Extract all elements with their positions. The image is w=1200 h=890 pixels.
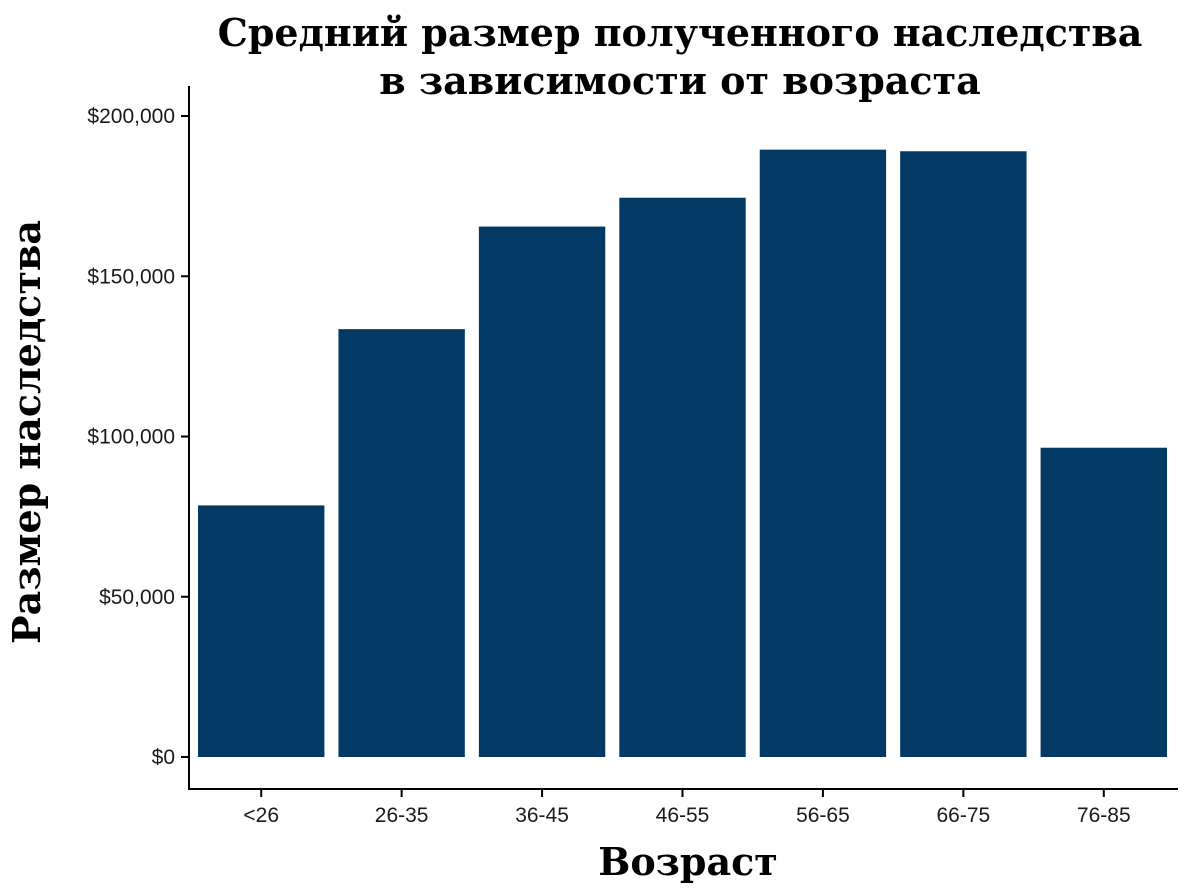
y-tick-label: $100,000 bbox=[87, 426, 175, 449]
y-axis-title: Размер наследства bbox=[4, 220, 49, 644]
chart-title-line-2: в зависимости от возраста bbox=[379, 58, 981, 103]
x-tick-label: 36-45 bbox=[515, 804, 569, 827]
x-tick-label: 66-75 bbox=[936, 804, 990, 827]
y-tick-label: $150,000 bbox=[87, 265, 175, 288]
bar bbox=[759, 149, 887, 758]
y-tick-label: $50,000 bbox=[99, 586, 175, 609]
x-tick-label: <26 bbox=[243, 804, 279, 827]
x-tick-label: 26-35 bbox=[375, 804, 429, 827]
x-tick-label: 46-55 bbox=[656, 804, 710, 827]
bar bbox=[619, 197, 746, 758]
bars-group bbox=[198, 149, 1167, 758]
y-tick-label: $200,000 bbox=[87, 105, 175, 128]
y-axis-ticks: $0 $50,000 $100,000 $150,000 $200,000 bbox=[87, 105, 189, 769]
x-tick-label: 76-85 bbox=[1077, 804, 1131, 827]
x-axis-ticks: <26 26-35 36-45 46-55 56-65 66-75 76-85 bbox=[243, 789, 1131, 827]
bar bbox=[478, 226, 606, 757]
x-tick-label: 56-65 bbox=[796, 804, 850, 827]
bar bbox=[198, 505, 325, 757]
bar bbox=[900, 151, 1027, 757]
bar bbox=[338, 329, 465, 757]
x-axis-title: Возраст bbox=[598, 839, 778, 884]
bar bbox=[1040, 447, 1167, 757]
chart-title-line-1: Средний размер полученного наследства bbox=[218, 10, 1143, 55]
y-tick-label: $0 bbox=[152, 746, 175, 769]
